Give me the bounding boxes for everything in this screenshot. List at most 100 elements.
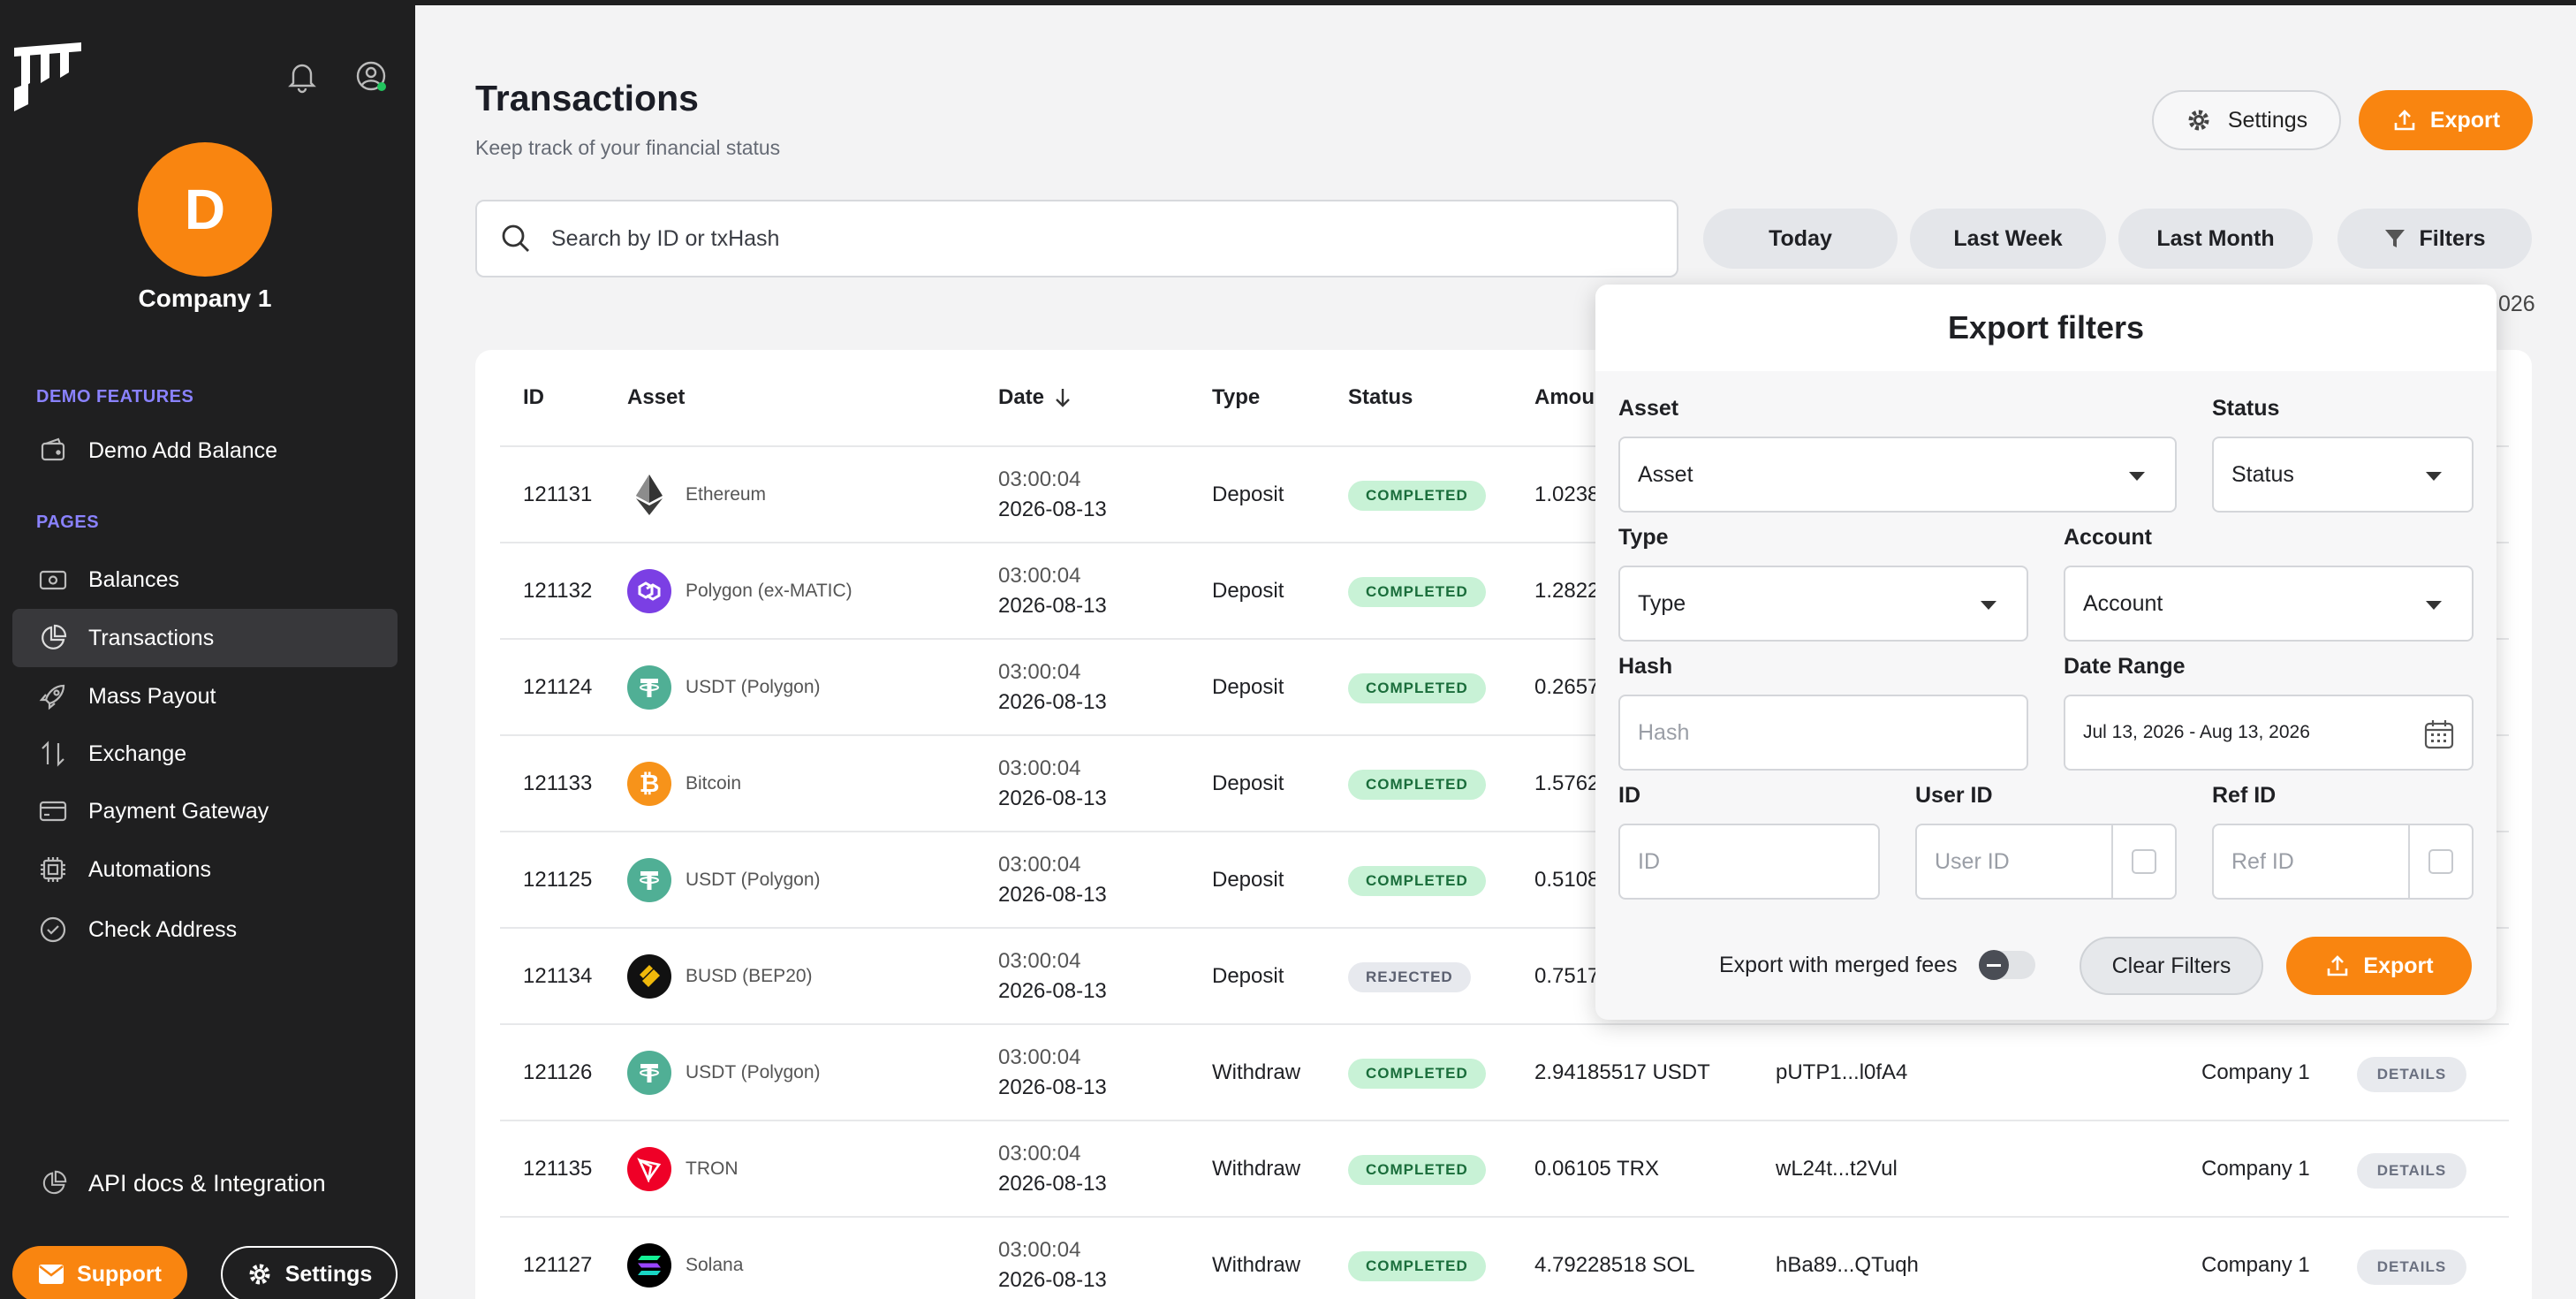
column-header-status[interactable]: Status bbox=[1348, 385, 1413, 409]
sidebar-item-balances[interactable]: Balances bbox=[12, 551, 398, 609]
asset-name: BUSD (BEP20) bbox=[686, 966, 813, 986]
table-row[interactable]: 121126 USDT (Polygon) 03:00:04 2026-08-13 Wi… bbox=[500, 1023, 2509, 1120]
check-circle-icon bbox=[40, 916, 66, 943]
cell-type: Deposit bbox=[1212, 771, 1284, 795]
export-filters-panel: Export filters Asset Asset Status Status… bbox=[1595, 285, 2496, 1020]
cell-asset: BUSD (BEP20) bbox=[627, 954, 813, 999]
ref-id-field[interactable] bbox=[2212, 824, 2474, 900]
settings-button[interactable]: Settings bbox=[2152, 90, 2341, 150]
sidebar-item-payment-gateway[interactable]: Payment Gateway bbox=[12, 782, 398, 840]
cell-hash[interactable]: pUTP1...l0fA4 bbox=[1776, 1060, 1908, 1084]
ref-id-input[interactable] bbox=[2231, 848, 2399, 875]
panel-export-button[interactable]: Export bbox=[2286, 937, 2472, 995]
user-id-input[interactable] bbox=[1935, 848, 2102, 875]
support-button[interactable]: Support bbox=[12, 1246, 187, 1299]
table-row[interactable]: 121135 TRON 03:00:04 2026-08-13 Withdraw COMP… bbox=[500, 1120, 2509, 1216]
sidebar-item-label: Check Address bbox=[88, 916, 238, 942]
table-row[interactable]: 121125 USDT (Polygon) 03:00:04 2026-08-13 De… bbox=[500, 831, 2509, 927]
cell-time: 03:00:04 bbox=[998, 467, 1081, 491]
user-id-label: User ID bbox=[1915, 783, 1993, 808]
sidebar-item-transactions[interactable]: Transactions bbox=[12, 609, 398, 667]
cell-account: Company 1 bbox=[2201, 1157, 2310, 1181]
id-input[interactable] bbox=[1638, 848, 1878, 875]
api-docs-link[interactable]: API docs & Integration bbox=[39, 1168, 326, 1198]
merged-fees-toggle[interactable] bbox=[1979, 950, 2035, 980]
id-field[interactable] bbox=[1618, 824, 1880, 900]
sidebar-item-exchange[interactable]: Exchange bbox=[12, 725, 398, 783]
cell-hash[interactable]: hBa89...QTuqh bbox=[1776, 1253, 1919, 1277]
sidebar-item-check-address[interactable]: Check Address bbox=[12, 900, 398, 959]
account-select[interactable]: Account bbox=[2064, 566, 2474, 642]
clear-filters-button[interactable]: Clear Filters bbox=[2080, 937, 2263, 995]
export-button[interactable]: Export bbox=[2359, 90, 2533, 150]
brand-logo-icon[interactable] bbox=[12, 42, 83, 111]
status-badge: COMPLETED bbox=[1348, 577, 1486, 607]
column-header-date[interactable]: Date bbox=[998, 385, 1072, 410]
type-select[interactable]: Type bbox=[1618, 566, 2028, 642]
details-button[interactable]: DETAILS bbox=[2357, 1153, 2466, 1189]
cell-account: Company 1 bbox=[2201, 1253, 2310, 1277]
table-row[interactable]: 121133 ₿ Bitcoin 03:00:04 2026-08-13 Deposit C… bbox=[500, 734, 2509, 831]
cell-amount: 0.06105 TRX bbox=[1534, 1157, 1659, 1181]
table-row[interactable]: 121127 Solana 03:00:04 2026-08-13 Withdraw CO… bbox=[500, 1216, 2509, 1299]
column-header-id[interactable]: ID bbox=[523, 385, 544, 409]
hash-field[interactable] bbox=[1618, 695, 2028, 771]
cell-asset: Solana bbox=[627, 1243, 743, 1288]
table-row[interactable]: 121134 BUSD (BEP20) 03:00:04 2026-08-13 Depo… bbox=[500, 927, 2509, 1023]
column-header-type[interactable]: Type bbox=[1212, 385, 1261, 409]
cell-amount: 1.2822 bbox=[1534, 579, 1600, 603]
user-id-checkbox[interactable] bbox=[2132, 849, 2156, 874]
status-badge: COMPLETED bbox=[1348, 1155, 1486, 1185]
user-id-checkbox-area bbox=[2111, 825, 2175, 898]
cell-date: 03:00:04 2026-08-13 bbox=[998, 754, 1107, 814]
table-row[interactable]: 121131 Ethereum 03:00:04 2026-08-13 Deposit C… bbox=[500, 445, 2509, 542]
company-avatar[interactable]: D bbox=[138, 142, 272, 277]
table-row[interactable]: 121132 Polygon (ex-MATIC) 03:00:04 2026-08-… bbox=[500, 542, 2509, 638]
sidebar-item-mass-payout[interactable]: Mass Payout bbox=[12, 667, 398, 725]
hash-label: Hash bbox=[1618, 654, 1673, 679]
cell-time: 03:00:04 bbox=[998, 564, 1081, 588]
user-id-field[interactable] bbox=[1915, 824, 2177, 900]
sidebar-item-automations[interactable]: Automations bbox=[12, 840, 398, 899]
asset-select[interactable]: Asset bbox=[1618, 437, 2177, 513]
filter-today-button[interactable]: Today bbox=[1703, 209, 1898, 269]
column-header-asset[interactable]: Asset bbox=[627, 385, 686, 409]
filter-last-week-button[interactable]: Last Week bbox=[1910, 209, 2106, 269]
chevron-down-icon bbox=[2129, 472, 2145, 481]
ref-id-checkbox[interactable] bbox=[2428, 849, 2453, 874]
wallet-icon bbox=[39, 570, 67, 590]
export-label: Export bbox=[2429, 107, 2501, 133]
cell-hash[interactable]: wL24t...t2Vul bbox=[1776, 1157, 1898, 1181]
sidebar-item-label: Transactions bbox=[88, 625, 215, 650]
sidebar-item-demo-add-balance[interactable]: Demo Add Balance bbox=[12, 422, 398, 480]
cell-type: Deposit bbox=[1212, 964, 1284, 988]
cell-asset: Ethereum bbox=[627, 473, 766, 517]
filters-button[interactable]: Filters bbox=[2337, 209, 2532, 269]
cell-asset: USDT (Polygon) bbox=[627, 858, 821, 902]
panel-export-label: Export bbox=[2363, 953, 2434, 978]
bell-icon[interactable] bbox=[283, 57, 322, 95]
calendar-icon[interactable] bbox=[2422, 718, 2456, 751]
type-label: Type bbox=[1618, 525, 1669, 550]
search-bar bbox=[475, 200, 1678, 277]
date-range-field[interactable]: Jul 13, 2026 - Aug 13, 2026 bbox=[2064, 695, 2474, 771]
filter-last-month-button[interactable]: Last Month bbox=[2118, 209, 2313, 269]
wallet-icon bbox=[41, 437, 65, 461]
details-button[interactable]: DETAILS bbox=[2357, 1250, 2466, 1285]
asset-label: Asset bbox=[1618, 396, 1679, 421]
cell-type: Deposit bbox=[1212, 482, 1284, 506]
status-select[interactable]: Status bbox=[2212, 437, 2474, 513]
details-button[interactable]: DETAILS bbox=[2357, 1057, 2466, 1092]
cell-date-value: 2026-08-13 bbox=[998, 690, 1107, 714]
hash-input[interactable] bbox=[1638, 719, 2027, 746]
user-profile-icon[interactable] bbox=[352, 57, 390, 95]
cell-amount: 0.7517 bbox=[1534, 964, 1600, 988]
date-range-value: Jul 13, 2026 - Aug 13, 2026 bbox=[2083, 722, 2310, 742]
trx-coin-icon bbox=[627, 1147, 671, 1191]
sidebar-settings-button[interactable]: Settings bbox=[221, 1246, 398, 1299]
search-input[interactable] bbox=[551, 225, 1611, 252]
cell-date-value: 2026-08-13 bbox=[998, 1268, 1107, 1292]
status-badge: COMPLETED bbox=[1348, 866, 1486, 896]
table-row[interactable]: 121124 USDT (Polygon) 03:00:04 2026-08-13 De… bbox=[500, 638, 2509, 734]
column-header-amount[interactable]: Amou bbox=[1534, 385, 1595, 409]
